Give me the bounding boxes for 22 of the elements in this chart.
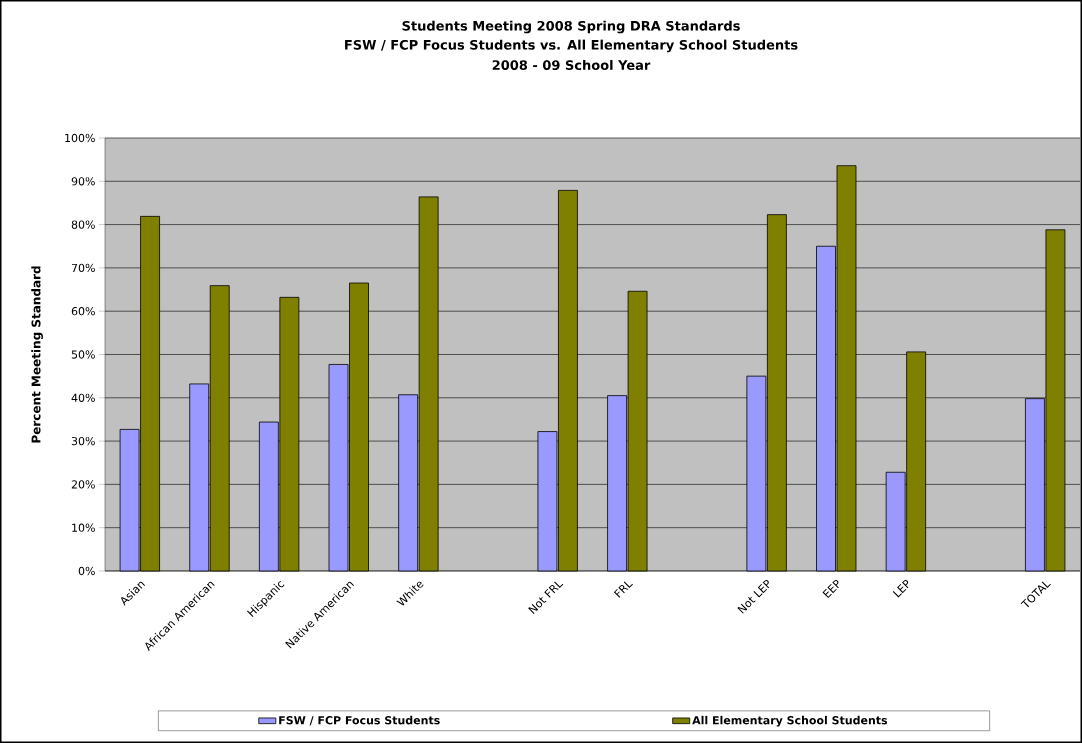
x-tick-label: EEP: [822, 579, 839, 599]
x-tick-label: LEP: [892, 579, 909, 598]
y-tick-label: 0%: [78, 566, 95, 576]
text: 2008 - 09 School Year: [492, 59, 651, 71]
legend-label: FSW / FCP Focus Students: [279, 715, 440, 726]
x-tick-label: Not FRL: [528, 581, 564, 614]
y-tick-label: 60%: [71, 307, 95, 316]
y-axis-title: Percent Meeting Standard: [31, 266, 43, 443]
y-tick-label: 70%: [71, 263, 95, 273]
chart-subtitle: FSW / FCP Focus Students vs. All Elementary School Students: [345, 39, 798, 53]
y-tick-label: 40%: [71, 393, 95, 402]
legend-label: All Elementary School Students: [692, 715, 888, 727]
x-tick-label: FRL: [613, 581, 633, 598]
chart-title: Students Meeting 2008 Spring DRA Standards: [402, 20, 740, 34]
y-tick-label: 80%: [71, 220, 95, 229]
y-tick-label: 10%: [72, 523, 95, 532]
y-tick-label: 100%: [65, 133, 95, 143]
y-tick-label: 30%: [71, 436, 95, 446]
y-tick-label: 20%: [71, 480, 95, 489]
y-tick-label: 50%: [71, 350, 95, 359]
x-tick-label: Not LEP: [737, 579, 770, 614]
y-tick-label: 90%: [71, 177, 95, 186]
